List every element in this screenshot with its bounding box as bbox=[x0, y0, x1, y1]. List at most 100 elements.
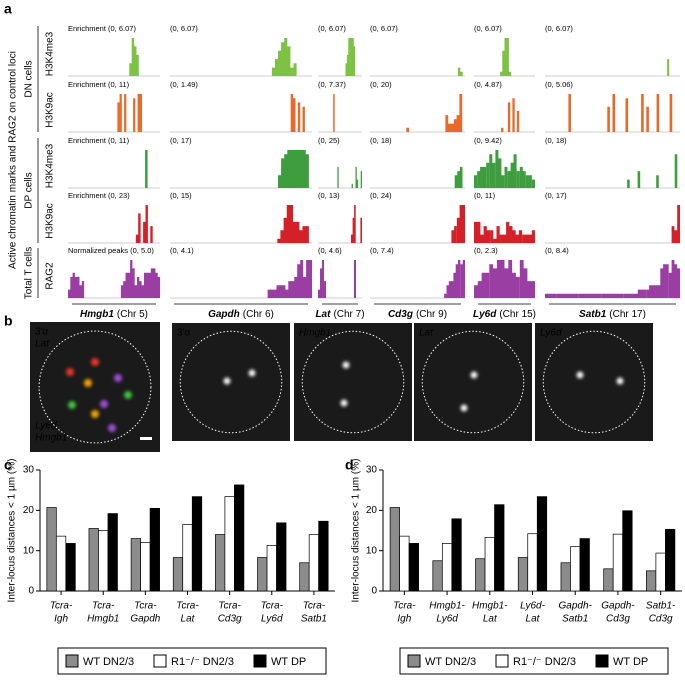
track-range: (0, 18) bbox=[545, 136, 567, 145]
legend-label: R1⁻/⁻ DN2/3 bbox=[513, 656, 576, 668]
signal-track bbox=[129, 38, 139, 76]
chromosome: (Chr 5) bbox=[117, 309, 148, 320]
nucleus-outline bbox=[301, 330, 405, 434]
track-range: (0, 17) bbox=[170, 136, 192, 145]
bar bbox=[494, 504, 505, 592]
legend-label: R1⁻/⁻ DN2/3 bbox=[171, 656, 234, 668]
locus-label: Ly6d (Chr 15) bbox=[473, 309, 536, 320]
signal-track bbox=[333, 94, 335, 132]
signal-track bbox=[277, 205, 309, 243]
x-tick-label: Hmgb1 bbox=[87, 614, 119, 625]
x-tick-label: Igh bbox=[397, 614, 411, 625]
x-tick-label: Gapdh- bbox=[601, 601, 635, 612]
x-tick-label: Satb1- bbox=[646, 601, 676, 612]
fish-spot bbox=[91, 358, 99, 366]
x-tick-label: Tcra- bbox=[303, 601, 326, 612]
fish-spot bbox=[84, 379, 92, 387]
signal-track bbox=[474, 150, 535, 188]
image-label: Lat bbox=[419, 328, 434, 339]
nucleus-outline bbox=[421, 330, 525, 434]
group-label: DN cells bbox=[24, 60, 35, 97]
panel-label: d bbox=[345, 457, 354, 473]
gene-name: Cd3g bbox=[388, 309, 413, 320]
bar bbox=[98, 530, 109, 592]
legend-label: WT DN2/3 bbox=[83, 656, 134, 668]
bar bbox=[182, 524, 193, 592]
y-axis-title: Inter-locus distances < 1 µm (%) bbox=[7, 459, 18, 603]
track-range: (0, 6.07) bbox=[370, 24, 398, 33]
fish-spot bbox=[108, 424, 116, 432]
signal-track bbox=[145, 150, 148, 188]
bar bbox=[149, 507, 160, 592]
x-tick-label: Cd3g bbox=[606, 614, 630, 625]
bar bbox=[46, 507, 57, 592]
track-range: (0, 20) bbox=[370, 80, 392, 89]
signal-track bbox=[135, 205, 153, 243]
y-tick-label: 10 bbox=[366, 545, 378, 556]
x-tick-label: Igh bbox=[54, 614, 68, 625]
y-tick-label: 30 bbox=[23, 465, 35, 476]
track-range: (0, 5.06) bbox=[545, 80, 573, 89]
bar bbox=[665, 528, 676, 592]
probe-label: Ly6d bbox=[35, 421, 57, 432]
x-tick-label: Satb1 bbox=[562, 614, 588, 625]
legend-swatch bbox=[65, 654, 79, 668]
panel-label: a bbox=[4, 1, 12, 17]
legend-box bbox=[399, 647, 669, 675]
signal-track bbox=[271, 38, 297, 76]
signal-track bbox=[568, 94, 673, 132]
track-range: (0, 4.6) bbox=[318, 246, 342, 255]
track-range: (0, 11) bbox=[474, 191, 496, 200]
y-tick-label: 0 bbox=[371, 586, 377, 597]
x-tick-label: Ly6d- bbox=[520, 601, 546, 612]
bar bbox=[107, 513, 118, 592]
chromosome: (Chr 6) bbox=[243, 309, 274, 320]
track-range: Normalized peaks (0, 5.0) bbox=[68, 246, 154, 255]
bar bbox=[191, 496, 203, 592]
x-tick-label: Tcra- bbox=[218, 601, 241, 612]
track-range: (0, 6.07) bbox=[545, 24, 573, 33]
microscopy-image bbox=[535, 323, 653, 441]
bar bbox=[408, 543, 419, 592]
probe-label: 3′α bbox=[35, 327, 48, 338]
microscopy-image bbox=[172, 323, 290, 441]
fish-spot bbox=[68, 401, 76, 409]
signal-track bbox=[68, 260, 160, 298]
track-range: (0, 15) bbox=[170, 191, 192, 200]
bar bbox=[603, 568, 614, 592]
legend-swatch bbox=[495, 654, 509, 668]
track-range: (0, 13) bbox=[318, 191, 340, 200]
x-tick-label: Tcra- bbox=[393, 601, 416, 612]
chromosome: (Chr 17) bbox=[609, 309, 646, 320]
gene-name: Lat bbox=[315, 309, 331, 320]
legend-label: WT DP bbox=[271, 656, 306, 668]
x-tick-label: Ly6d bbox=[436, 614, 458, 625]
signal-track bbox=[500, 38, 512, 76]
track-mark-label: RAG2 bbox=[45, 262, 56, 290]
signal-track bbox=[406, 94, 463, 132]
gene-name: Hmgb1 bbox=[80, 309, 114, 320]
microscopy-image bbox=[414, 323, 532, 441]
track-range: (0, 25) bbox=[318, 136, 340, 145]
y-axis-title: Inter-locus distances < 1 µm (%) bbox=[351, 459, 362, 603]
bar bbox=[475, 558, 486, 592]
y-tick-label: 30 bbox=[366, 465, 378, 476]
gene-name: Ly6d bbox=[473, 309, 497, 320]
track-range: Enrichment (0, 6.07) bbox=[68, 24, 136, 33]
fish-spot bbox=[470, 371, 478, 379]
signal-track bbox=[290, 94, 305, 132]
x-tick-label: Hmgb1- bbox=[472, 601, 508, 612]
panel-label: c bbox=[4, 457, 12, 473]
bar bbox=[527, 533, 538, 592]
track-range: (0, 6.07) bbox=[474, 24, 502, 33]
track-range: (0, 6.07) bbox=[170, 24, 198, 33]
track-range: (0, 17) bbox=[545, 191, 567, 200]
track-range: (0, 4.1) bbox=[170, 246, 194, 255]
bar bbox=[299, 562, 310, 592]
x-tick-label: Cd3g bbox=[649, 614, 673, 625]
x-tick-label: Cd3g bbox=[218, 614, 242, 625]
track-range: (0, 9.42) bbox=[474, 136, 502, 145]
bar bbox=[389, 507, 400, 592]
bar bbox=[215, 534, 226, 592]
track-range: (0, 4.87) bbox=[474, 80, 502, 89]
